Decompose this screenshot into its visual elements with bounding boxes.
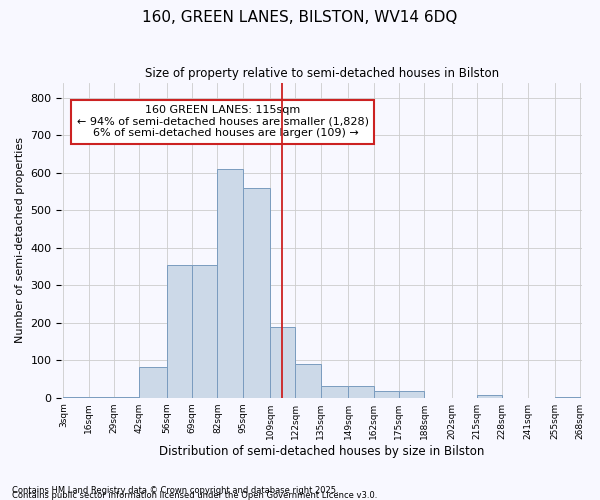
Text: Contains HM Land Registry data © Crown copyright and database right 2025.: Contains HM Land Registry data © Crown c… xyxy=(12,486,338,495)
Bar xyxy=(270,326,295,398)
Bar xyxy=(192,264,217,398)
Y-axis label: Number of semi-detached properties: Number of semi-detached properties xyxy=(15,138,25,344)
X-axis label: Distribution of semi-detached houses by size in Bilston: Distribution of semi-detached houses by … xyxy=(159,444,485,458)
Text: Contains public sector information licensed under the Open Government Licence v3: Contains public sector information licen… xyxy=(12,490,377,500)
Bar xyxy=(295,364,321,398)
Bar xyxy=(64,397,89,398)
Bar xyxy=(321,386,348,398)
Text: 160 GREEN LANES: 115sqm
← 94% of semi-detached houses are smaller (1,828)
  6% o: 160 GREEN LANES: 115sqm ← 94% of semi-de… xyxy=(77,105,369,138)
Bar xyxy=(477,394,502,398)
Bar xyxy=(89,397,114,398)
Title: Size of property relative to semi-detached houses in Bilston: Size of property relative to semi-detach… xyxy=(145,68,499,80)
Bar xyxy=(139,367,167,398)
Bar xyxy=(167,264,192,398)
Bar xyxy=(348,386,374,398)
Bar xyxy=(217,169,243,398)
Bar xyxy=(374,391,399,398)
Bar xyxy=(555,397,580,398)
Bar xyxy=(114,397,139,398)
Bar xyxy=(399,391,424,398)
Text: 160, GREEN LANES, BILSTON, WV14 6DQ: 160, GREEN LANES, BILSTON, WV14 6DQ xyxy=(142,10,458,25)
Bar xyxy=(243,188,270,398)
